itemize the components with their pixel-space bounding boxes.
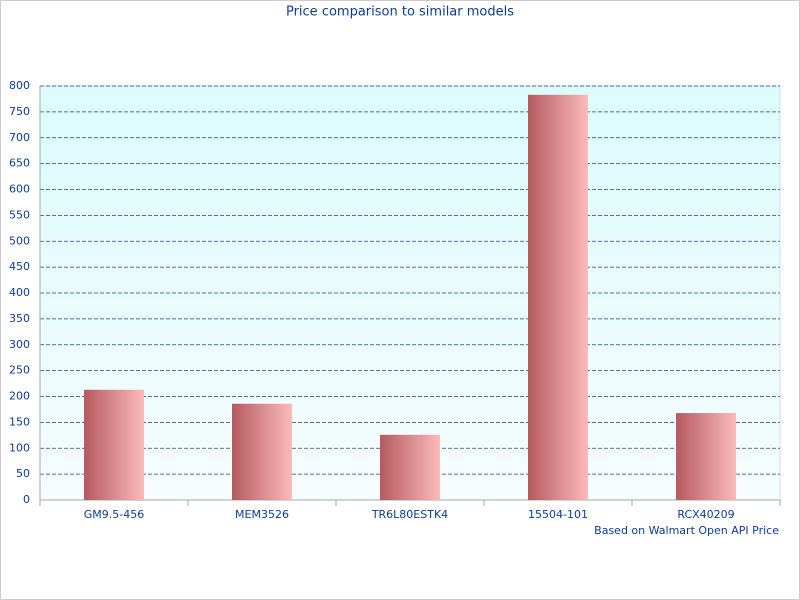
chart-title: Price comparison to similar models bbox=[286, 5, 514, 20]
chart-note: Based on Walmart Open API Price bbox=[594, 524, 779, 537]
bar bbox=[84, 389, 144, 500]
y-tick-label: 100 bbox=[9, 441, 30, 454]
y-tick-label: 450 bbox=[9, 260, 30, 273]
y-tick-label: 700 bbox=[9, 131, 30, 144]
y-tick-label: 150 bbox=[9, 415, 30, 428]
y-tick-label: 600 bbox=[9, 183, 30, 196]
x-tick-label: TR6L80ESTK4 bbox=[371, 508, 448, 521]
y-tick-label: 750 bbox=[9, 105, 30, 118]
x-tick-label: RCX40209 bbox=[677, 508, 734, 521]
y-tick-label: 350 bbox=[9, 312, 30, 325]
y-tick-label: 650 bbox=[9, 157, 30, 170]
y-tick-label: 800 bbox=[9, 79, 30, 92]
bar bbox=[232, 403, 292, 500]
y-tick-label: 200 bbox=[9, 390, 30, 403]
bar bbox=[676, 413, 736, 500]
bar bbox=[380, 434, 440, 500]
x-tick-label: GM9.5-456 bbox=[84, 508, 144, 521]
y-tick-label: 0 bbox=[23, 493, 30, 506]
x-tick-label: 15504-101 bbox=[528, 508, 588, 521]
bar bbox=[528, 94, 588, 501]
y-tick-label: 250 bbox=[9, 364, 30, 377]
y-tick-label: 400 bbox=[9, 286, 30, 299]
y-tick-label: 550 bbox=[9, 208, 30, 221]
y-tick-label: 300 bbox=[9, 338, 30, 351]
y-tick-label: 500 bbox=[9, 234, 30, 247]
y-tick-label: 50 bbox=[16, 467, 30, 480]
x-tick-label: MEM3526 bbox=[235, 508, 289, 521]
